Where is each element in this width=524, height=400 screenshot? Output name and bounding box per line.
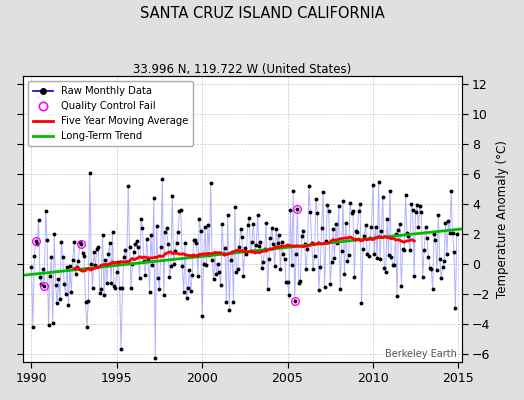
Y-axis label: Temperature Anomaly (°C): Temperature Anomaly (°C) xyxy=(496,140,509,298)
Legend: Raw Monthly Data, Quality Control Fail, Five Year Moving Average, Long-Term Tren: Raw Monthly Data, Quality Control Fail, … xyxy=(28,81,193,146)
Text: SANTA CRUZ ISLAND CALIFORNIA: SANTA CRUZ ISLAND CALIFORNIA xyxy=(139,6,385,21)
Title: 33.996 N, 119.722 W (United States): 33.996 N, 119.722 W (United States) xyxy=(133,63,352,76)
Text: Berkeley Earth: Berkeley Earth xyxy=(385,349,457,359)
